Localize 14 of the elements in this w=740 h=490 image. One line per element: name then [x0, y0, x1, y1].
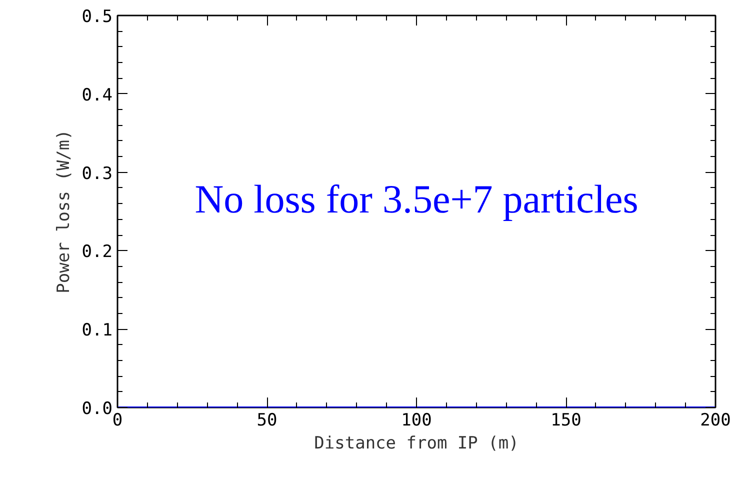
x-tick-label: 200 — [700, 410, 731, 430]
y-tick-label: 0.1 — [82, 320, 113, 341]
y-axis-title: Power loss (W/m) — [54, 130, 74, 294]
x-axis-title: Distance from IP (m) — [314, 434, 519, 454]
x-tick-label: 0 — [112, 410, 123, 430]
y-tick-label: 0.5 — [82, 7, 113, 27]
x-tick-label: 100 — [401, 410, 432, 430]
y-tick-label: 0.0 — [82, 399, 113, 419]
y-tick-label: 0.3 — [82, 164, 113, 184]
y-tick-label: 0.2 — [82, 242, 113, 262]
x-tick-label: 150 — [550, 410, 582, 430]
y-tick-label: 0.4 — [82, 85, 113, 106]
annotation: No loss for 3.5e+7 particles — [194, 176, 638, 222]
x-tick-label: 50 — [256, 410, 278, 430]
